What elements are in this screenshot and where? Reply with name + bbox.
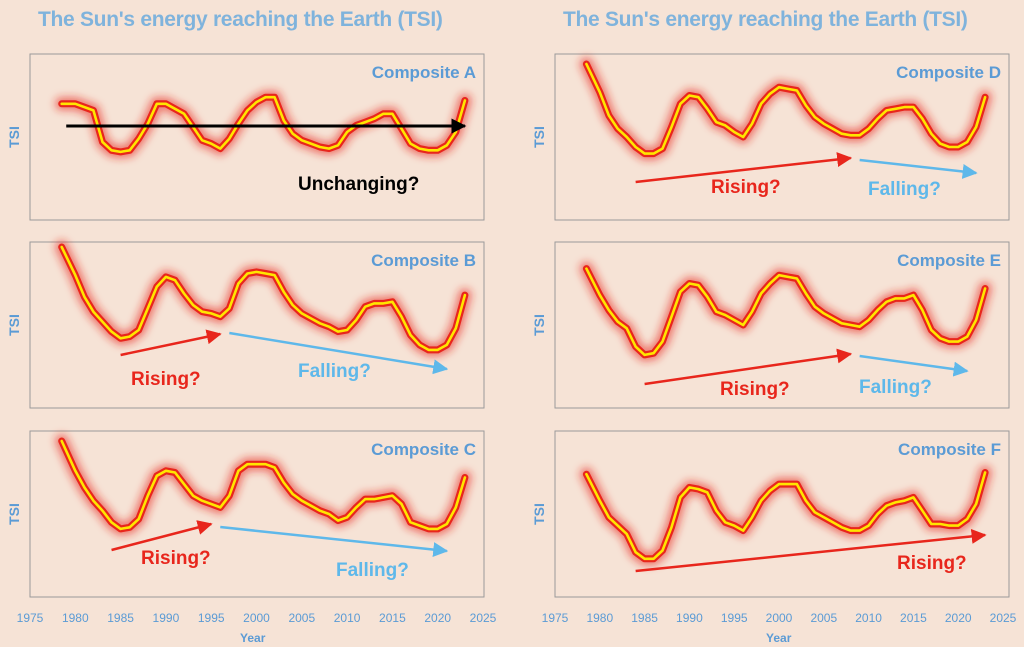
trend-arrow — [635, 152, 853, 184]
x-tick-label: 1985 — [107, 611, 134, 625]
x-tick-label: 2025 — [470, 611, 497, 625]
x-axis-label-left: Year — [240, 631, 266, 645]
x-tick-label: 2005 — [288, 611, 315, 625]
panel-6: Composite F TSI Rising? — [531, 430, 1010, 598]
trend-arrow — [220, 525, 449, 558]
trend-arrow — [859, 354, 969, 377]
panel-title: Composite D — [896, 63, 1001, 82]
trend-arrow — [644, 348, 853, 386]
trend-arrow — [859, 158, 978, 179]
x-tick-label: 1980 — [586, 611, 613, 625]
x-tick-label: 1990 — [153, 611, 180, 625]
trend-label: Rising? — [720, 379, 790, 400]
x-tick-label: 1990 — [676, 611, 703, 625]
panel-5: Composite E TSI Rising? Falling? — [531, 241, 1010, 409]
panel-frame — [29, 53, 485, 221]
x-tick-label: 2010 — [855, 611, 882, 625]
y-axis-label: TSI — [6, 126, 22, 148]
series-line — [60, 439, 467, 531]
y-axis-label: TSI — [531, 503, 547, 525]
panel-frame — [554, 241, 1010, 409]
x-tick-label: 1995 — [721, 611, 748, 625]
trend-label: Rising? — [131, 369, 201, 390]
x-tick-label: 1995 — [198, 611, 225, 625]
left-column-title: The Sun's energy reaching the Earth (TSI… — [38, 8, 443, 31]
panel-1: Composite A TSI Unchanging? — [6, 53, 485, 221]
trend-label: Rising? — [141, 548, 211, 569]
y-axis-label: TSI — [531, 126, 547, 148]
x-tick-label: 1975 — [542, 611, 569, 625]
x-tick-label: 2000 — [766, 611, 793, 625]
series-line — [585, 62, 987, 155]
trend-label: Falling? — [859, 377, 932, 398]
trend-label: Rising? — [711, 177, 781, 198]
trend-arrow — [635, 528, 987, 573]
y-axis-label: TSI — [531, 314, 547, 336]
panel-frame — [29, 430, 485, 598]
panel-3: Composite C TSI Rising? Falling? — [6, 430, 485, 598]
x-tick-label: 2025 — [990, 611, 1017, 625]
x-tick-label: 2020 — [424, 611, 451, 625]
x-tick-label: 2020 — [945, 611, 972, 625]
trend-arrow — [229, 331, 449, 375]
x-tick-label: 1975 — [17, 611, 44, 625]
x-axis-label-right: Year — [766, 631, 792, 645]
trend-label: Falling? — [336, 560, 409, 581]
panel-title: Composite A — [372, 63, 476, 82]
panel-frame — [554, 430, 1010, 598]
panel-title: Composite E — [897, 251, 1001, 270]
trend-label: Rising? — [897, 553, 967, 574]
series-line — [60, 245, 467, 352]
x-tick-label: 2005 — [810, 611, 837, 625]
panel-2: Composite B TSI Rising? Falling? — [6, 240, 485, 409]
panel-title: Composite C — [371, 440, 476, 459]
right-column-title: The Sun's energy reaching the Earth (TSI… — [563, 8, 968, 31]
trend-label: Unchanging? — [298, 174, 419, 195]
trend-label: Falling? — [868, 179, 941, 200]
x-tick-label: 2015 — [379, 611, 406, 625]
trend-label: Falling? — [298, 361, 371, 382]
panel-4: Composite D TSI Rising? Falling? — [531, 53, 1010, 221]
y-axis-label: TSI — [6, 314, 22, 336]
trend-arrow — [120, 329, 222, 357]
trend-arrow — [111, 520, 213, 552]
series-line — [585, 267, 987, 357]
panel-frame — [29, 241, 485, 409]
panel-frame — [554, 53, 1010, 221]
x-tick-label: 1980 — [62, 611, 89, 625]
panel-title: Composite B — [371, 251, 476, 270]
y-axis-label: TSI — [6, 503, 22, 525]
x-tick-label: 1985 — [631, 611, 658, 625]
x-tick-label: 2010 — [334, 611, 361, 625]
panel-title: Composite F — [898, 440, 1001, 459]
x-tick-label: 2000 — [243, 611, 270, 625]
x-tick-label: 2015 — [900, 611, 927, 625]
series-line — [585, 471, 987, 561]
